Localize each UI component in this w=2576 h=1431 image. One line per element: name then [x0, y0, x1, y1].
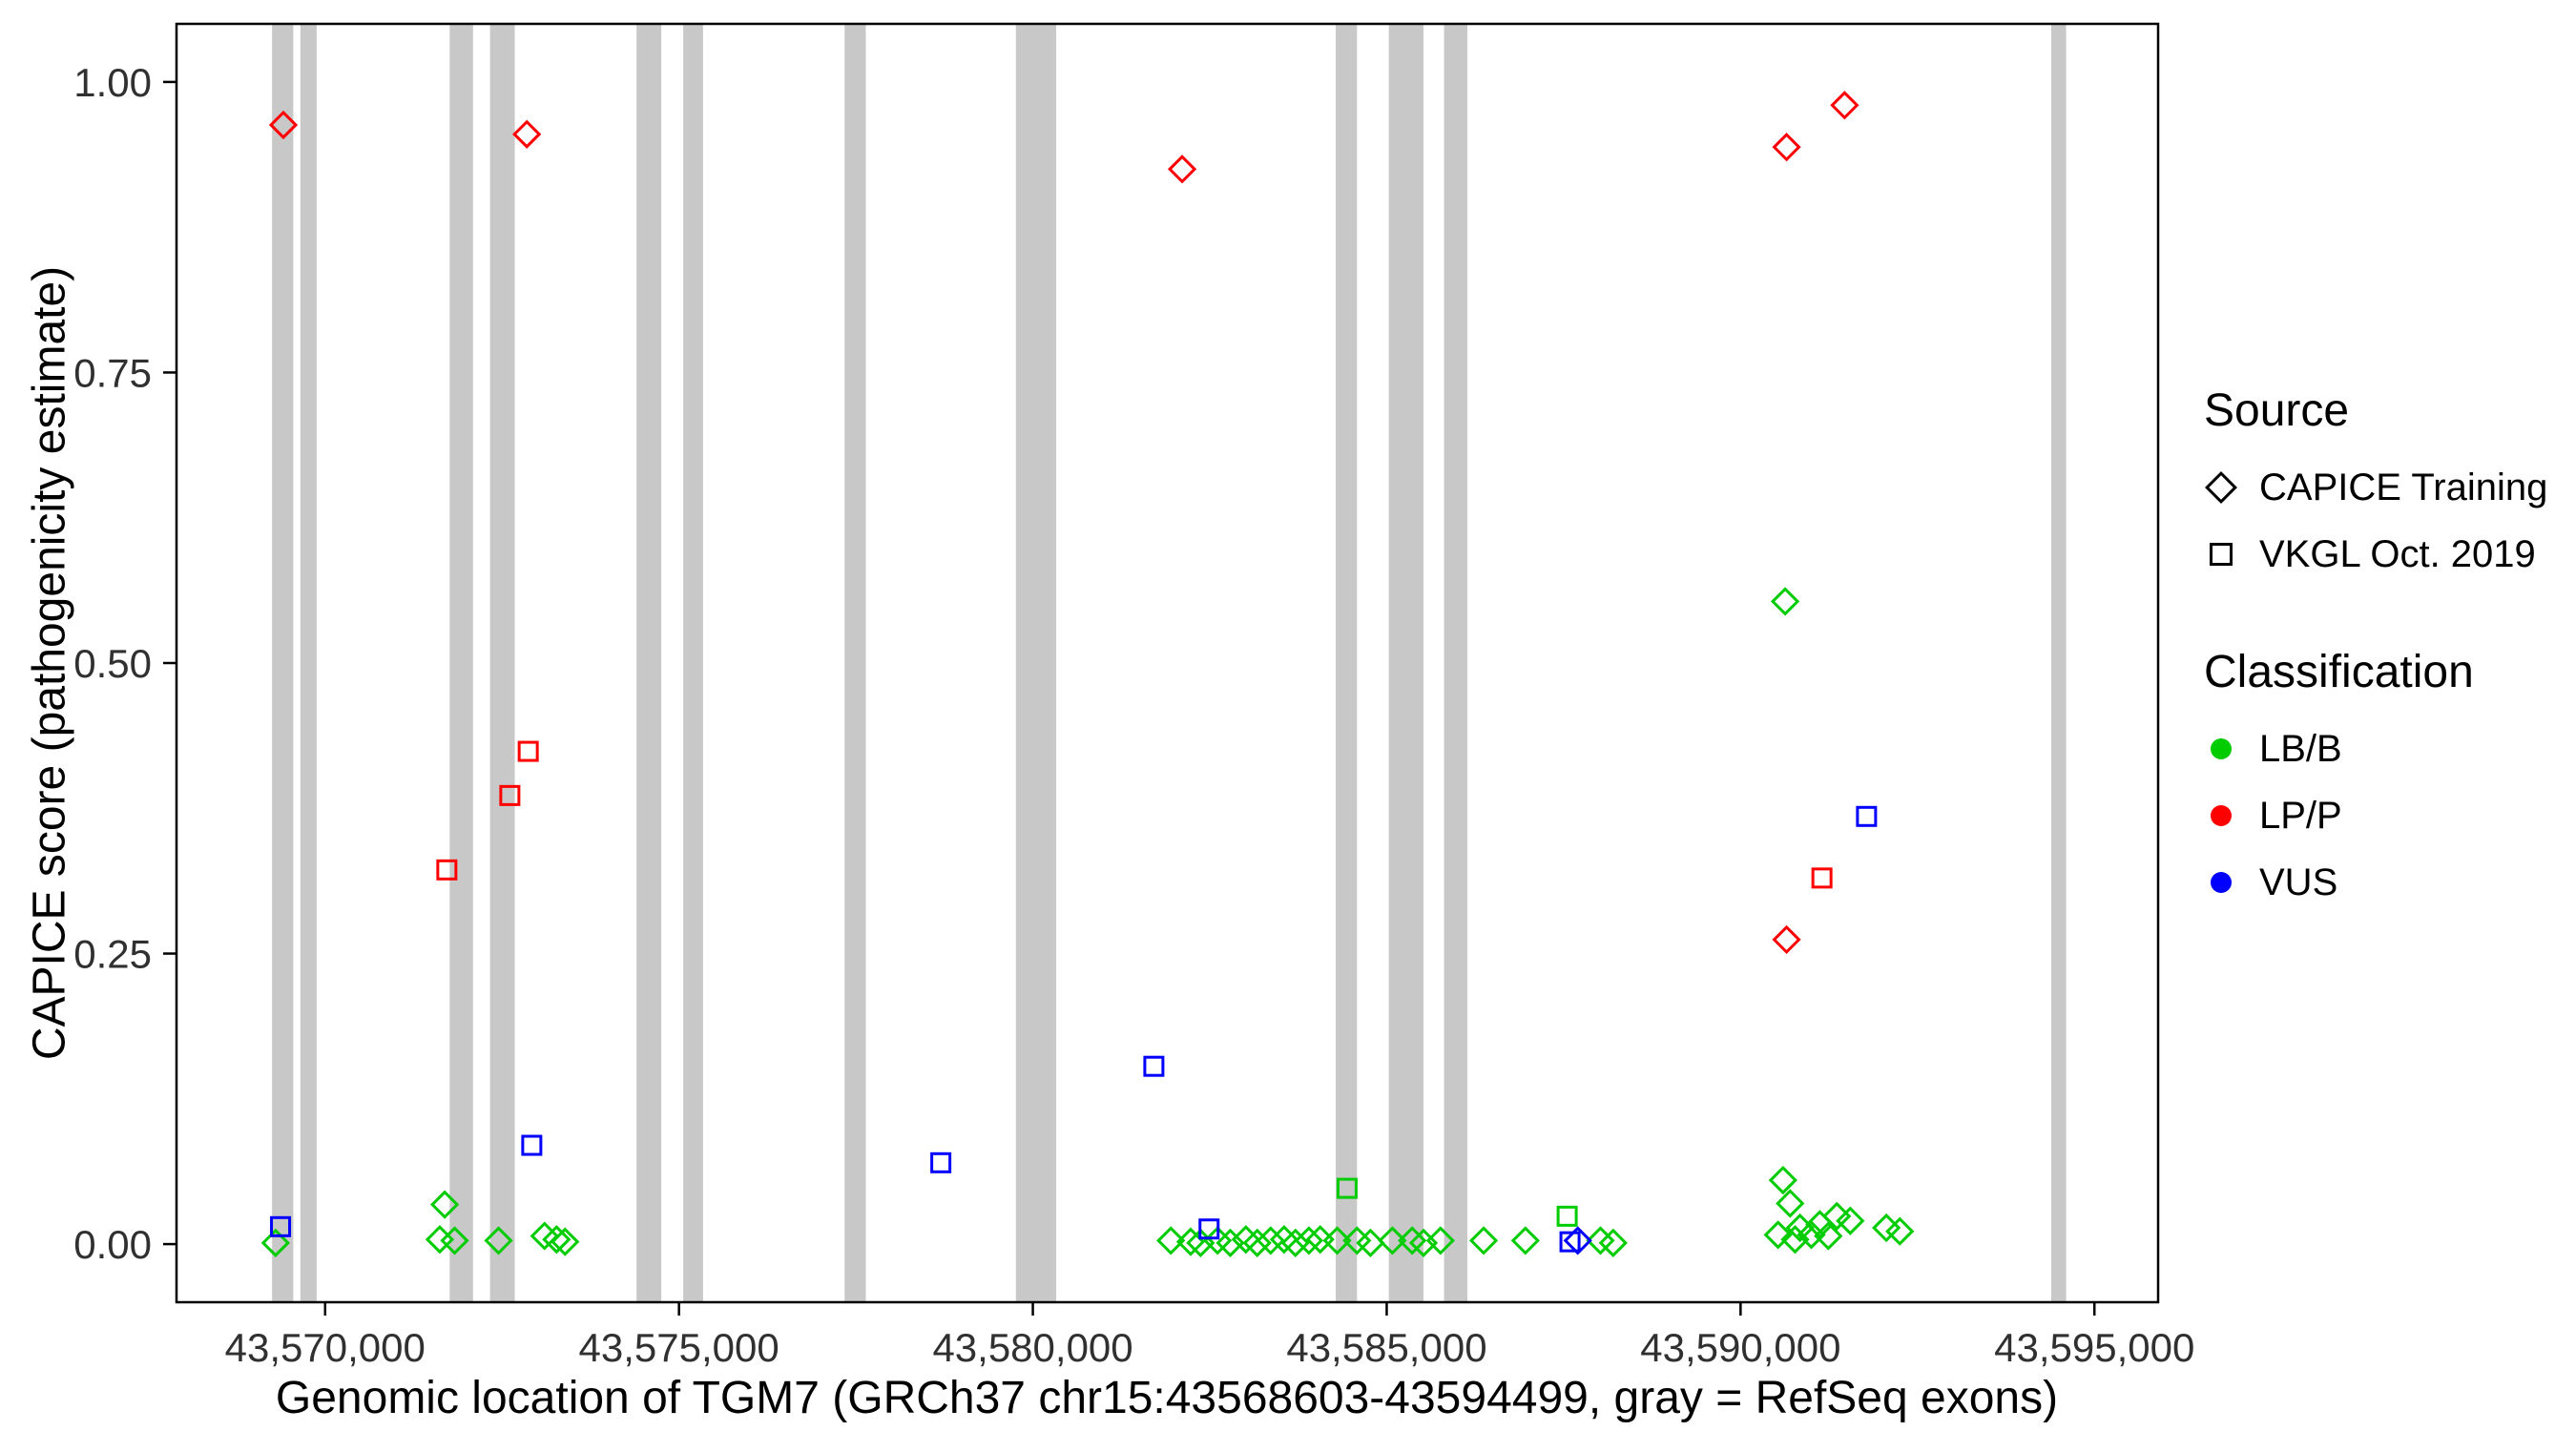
blue-dot-icon	[2204, 865, 2238, 900]
data-point-lbb-vkgl	[1336, 1177, 1358, 1199]
data-point-lbb-capice-training	[1356, 1228, 1385, 1257]
data-point-vus-vkgl	[1856, 805, 1878, 827]
data-point-lbb-capice-training	[1425, 1226, 1455, 1255]
data-point-lbb-capice-training	[1242, 1228, 1272, 1257]
legend-label-vus: VUS	[2259, 861, 2338, 903]
data-point-lbb-capice-training	[484, 1226, 513, 1255]
refseq-exon-bar	[683, 24, 703, 1302]
data-point-lbb-capice-training	[551, 1227, 580, 1256]
x-tick-label: 43,580,000	[932, 1325, 1132, 1370]
refseq-exon-bar	[1015, 24, 1057, 1302]
refseq-exon-bar	[844, 24, 866, 1302]
x-tick-label: 43,595,000	[1994, 1325, 2194, 1370]
data-point-lbb-capice-training	[1156, 1226, 1186, 1255]
legend-item-vus: VUS	[2204, 861, 2576, 903]
y-tick-label: 0.25	[73, 932, 152, 977]
data-point-lpp-capice-training	[1167, 155, 1197, 184]
data-point-lpp-vkgl	[436, 859, 458, 881]
x-axis-title: Genomic location of TGM7 (GRCh37 chr15:4…	[275, 1373, 2059, 1423]
legend-label-capice-training: CAPICE Training	[2259, 467, 2548, 508]
y-tick-label: 0.00	[73, 1222, 152, 1267]
data-point-vus-vkgl	[1559, 1231, 1581, 1253]
data-point-lbb-capice-training	[1256, 1226, 1285, 1255]
legend: Source CAPICE Training VKGL Oct. 2019 Cl…	[2204, 386, 2576, 928]
diamond-outline-icon	[2204, 470, 2238, 505]
data-point-lbb-capice-training	[542, 1225, 571, 1255]
data-point-lbb-capice-training	[260, 1228, 290, 1257]
refseq-exon-bar	[1444, 24, 1468, 1302]
refseq-exon-bar	[1388, 24, 1424, 1302]
refseq-exon-bar	[2050, 24, 2067, 1302]
refseq-exon-bar	[636, 24, 662, 1302]
data-point-lpp-capice-training	[1772, 133, 1801, 162]
data-point-lbb-capice-training	[1468, 1226, 1499, 1255]
y-tick-label: 1.00	[73, 60, 152, 105]
data-point-lpp-vkgl	[499, 784, 521, 806]
data-point-vus-vkgl	[270, 1215, 292, 1237]
data-point-lbb-capice-training	[1885, 1216, 1915, 1246]
data-point-lbb-capice-training	[1215, 1228, 1245, 1257]
x-tick-label: 43,570,000	[225, 1325, 426, 1370]
square-outline-icon	[2204, 537, 2238, 571]
data-point-lpp-capice-training	[512, 119, 542, 149]
data-point-lbb-capice-training	[1598, 1228, 1628, 1257]
data-point-lbb-vkgl	[1556, 1205, 1578, 1227]
legend-classification-group: Classification LB/B LP/P VUS	[2204, 647, 2576, 904]
legend-label-lbb: LB/B	[2259, 728, 2342, 770]
data-point-lbb-capice-training	[1776, 1189, 1805, 1218]
data-point-lbb-capice-training	[430, 1190, 460, 1219]
y-tick-label: 0.50	[73, 641, 152, 686]
data-point-lpp-vkgl	[1811, 867, 1833, 889]
green-dot-icon	[2204, 732, 2238, 766]
refseq-exon-bar	[272, 24, 294, 1302]
data-point-vus-vkgl	[1143, 1055, 1165, 1077]
legend-item-lbb: LB/B	[2204, 728, 2576, 770]
data-point-vus-vkgl	[1198, 1218, 1220, 1240]
data-point-vus-capice-training	[1563, 1226, 1592, 1255]
y-axis-title: CAPICE score (pathogenicity estimate)	[24, 265, 75, 1061]
x-tick-label: 43,575,000	[579, 1325, 779, 1370]
x-tick-label: 43,590,000	[1640, 1325, 1840, 1370]
data-point-lbb-capice-training	[1768, 1165, 1797, 1195]
refseq-exon-bar	[449, 24, 473, 1302]
refseq-exon-bar	[1336, 24, 1358, 1302]
plot-panel-border	[175, 22, 2160, 1304]
refseq-exon-bar	[300, 24, 317, 1302]
data-point-vus-vkgl	[521, 1134, 543, 1156]
data-point-lpp-vkgl	[517, 740, 539, 762]
data-point-lbb-capice-training	[1322, 1226, 1352, 1255]
data-point-lbb-capice-training	[1872, 1213, 1901, 1243]
legend-source-group: Source CAPICE Training VKGL Oct. 2019	[2204, 385, 2576, 576]
data-point-lpp-capice-training	[1772, 924, 1801, 955]
data-point-lbb-capice-training	[1378, 1226, 1407, 1255]
legend-source-title: Source	[2204, 385, 2350, 436]
data-point-lbb-capice-training	[1763, 1220, 1793, 1250]
data-point-lbb-capice-training	[1770, 587, 1800, 616]
data-point-lbb-capice-training	[1836, 1206, 1865, 1235]
data-point-lbb-capice-training	[530, 1221, 559, 1251]
red-dot-icon	[2204, 798, 2238, 833]
legend-item-capice-training: CAPICE Training	[2204, 467, 2576, 508]
data-point-lbb-capice-training	[1398, 1226, 1427, 1255]
data-point-lbb-capice-training	[1280, 1228, 1310, 1257]
legend-label-vkgl-oct-2019: VKGL Oct. 2019	[2259, 533, 2536, 575]
y-tick-label: 0.75	[73, 350, 152, 395]
legend-label-lpp: LP/P	[2259, 795, 2342, 837]
data-point-lbb-capice-training	[1294, 1226, 1323, 1255]
legend-classification-title: Classification	[2204, 647, 2474, 697]
refseq-exon-bar	[489, 24, 515, 1302]
legend-item-vkgl-oct-2019: VKGL Oct. 2019	[2204, 533, 2576, 575]
legend-item-lpp: LP/P	[2204, 795, 2576, 837]
data-point-lpp-capice-training	[1830, 91, 1859, 120]
x-tick-label: 43,585,000	[1286, 1325, 1486, 1370]
data-point-vus-vkgl	[930, 1151, 952, 1173]
data-point-lbb-capice-training	[1814, 1221, 1843, 1251]
data-point-lbb-capice-training	[1510, 1226, 1540, 1255]
data-point-lpp-capice-training	[268, 110, 299, 140]
data-point-lbb-capice-training	[440, 1226, 469, 1255]
